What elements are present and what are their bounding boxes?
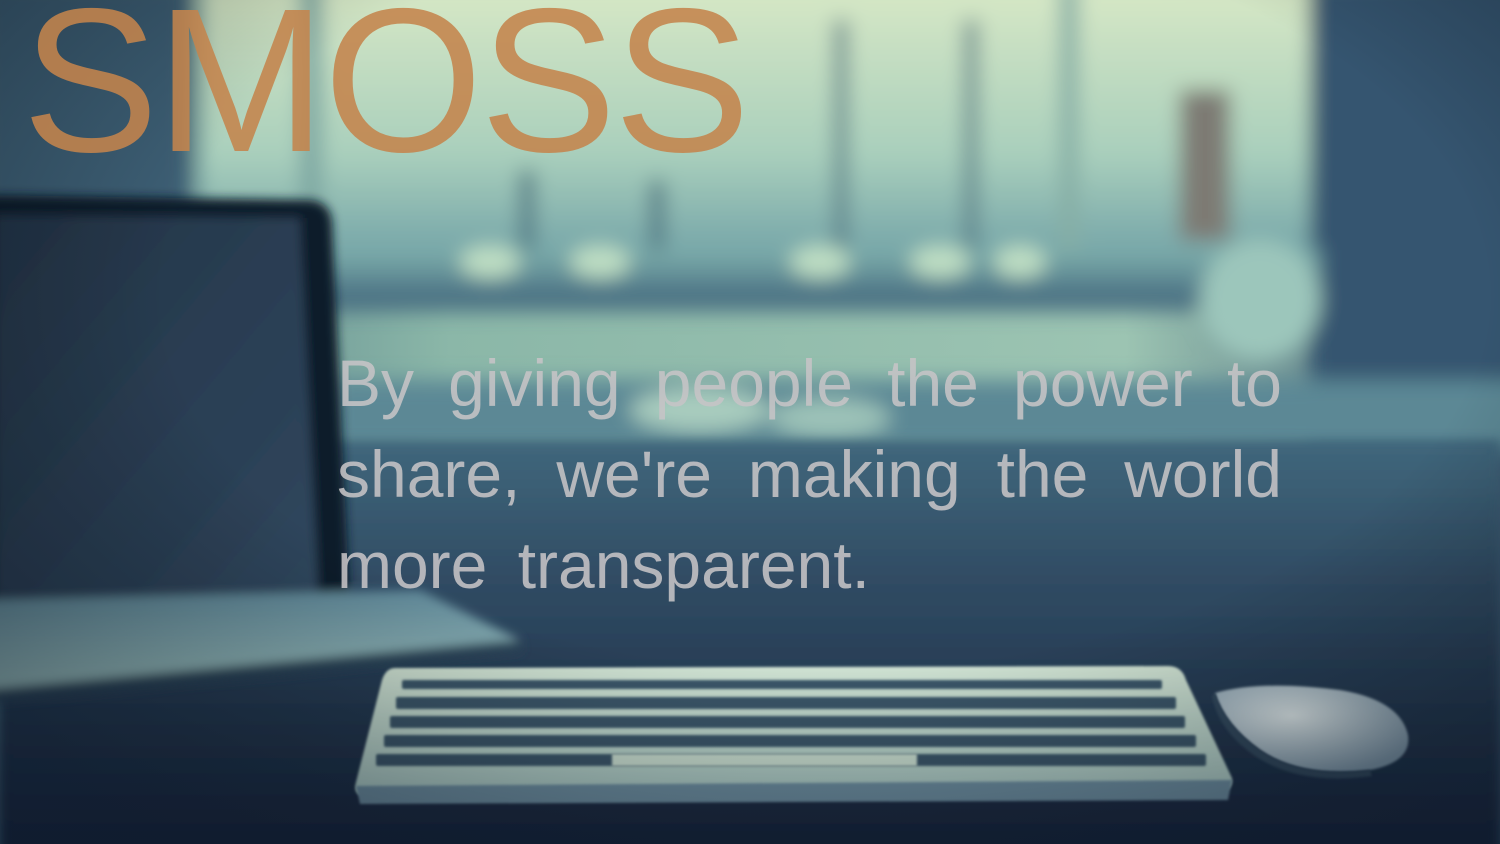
brand-title: SMOSS — [22, 0, 750, 195]
hero-tagline: By giving people the power to share, we'… — [337, 346, 1282, 602]
